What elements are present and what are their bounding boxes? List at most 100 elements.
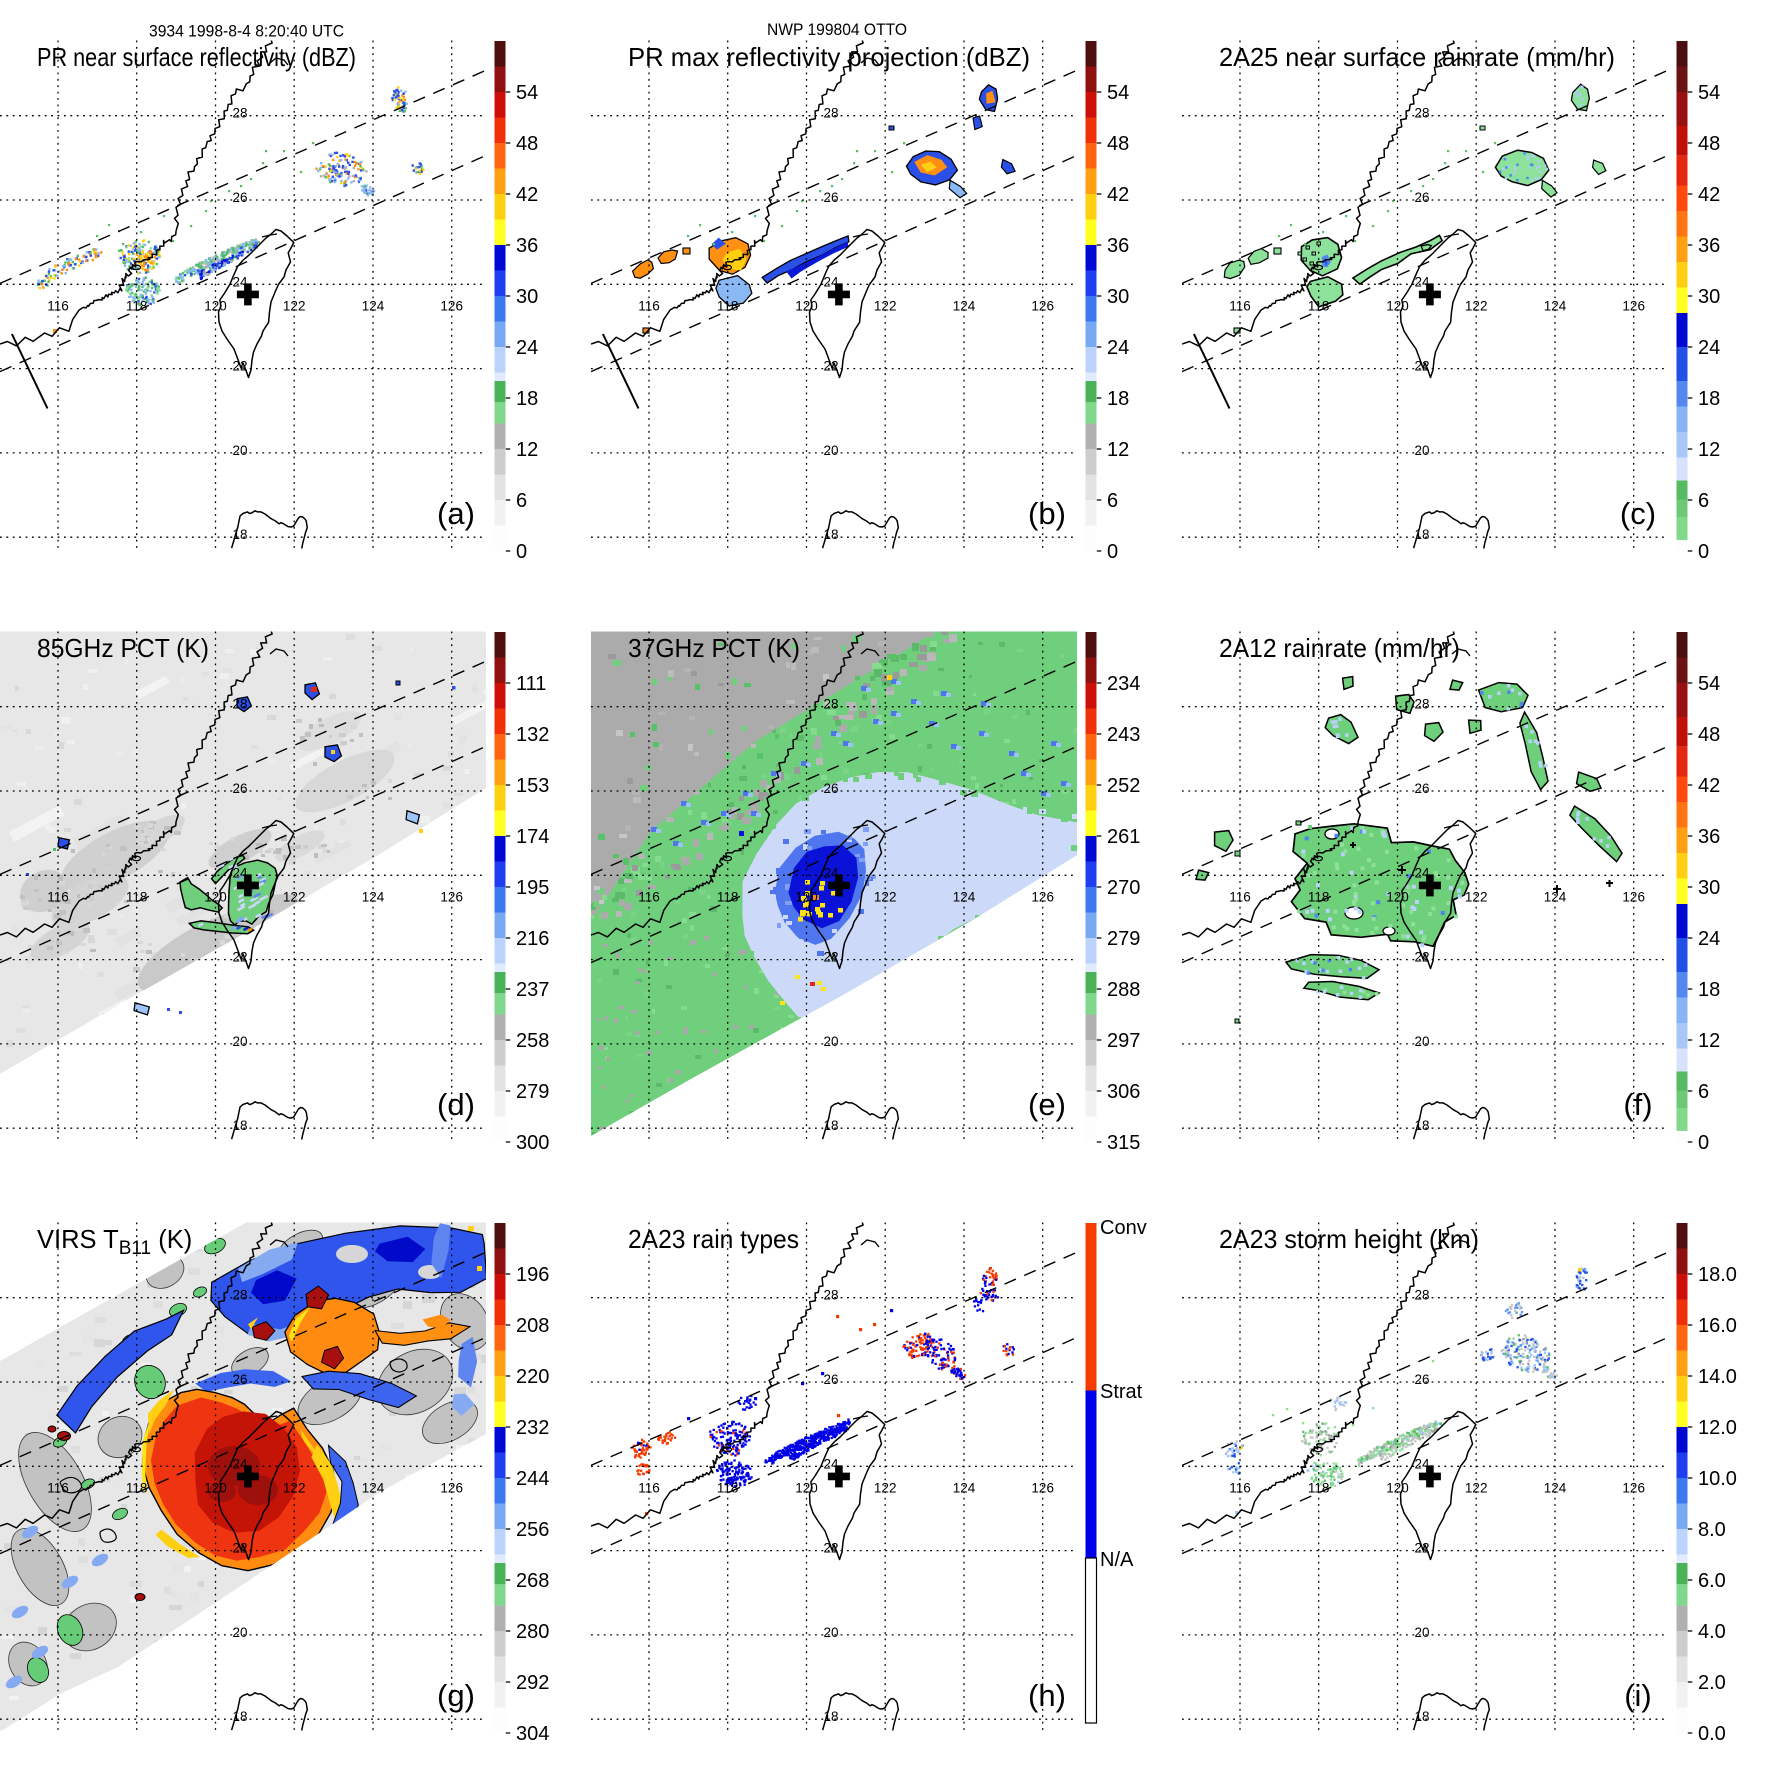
svg-text:(c): (c) bbox=[1620, 496, 1656, 531]
svg-text:(a): (a) bbox=[437, 496, 475, 531]
svg-text:12: 12 bbox=[1107, 439, 1129, 461]
svg-text:18.0: 18.0 bbox=[1698, 1264, 1737, 1286]
svg-text:243: 243 bbox=[1107, 724, 1140, 746]
svg-text:256: 256 bbox=[516, 1519, 549, 1541]
svg-text:Strat: Strat bbox=[1100, 1381, 1143, 1403]
svg-text:10.0: 10.0 bbox=[1698, 1468, 1737, 1490]
svg-text:18: 18 bbox=[1698, 979, 1720, 1001]
svg-text:36: 36 bbox=[516, 235, 538, 257]
svg-text:306: 306 bbox=[1107, 1081, 1140, 1103]
svg-text:6: 6 bbox=[1107, 490, 1118, 512]
svg-text:16.0: 16.0 bbox=[1698, 1315, 1737, 1337]
svg-text:30: 30 bbox=[1107, 286, 1129, 308]
svg-text:196: 196 bbox=[516, 1264, 549, 1286]
svg-text:174: 174 bbox=[516, 826, 549, 848]
svg-text:PR max reflectivity projection: PR max reflectivity projection (dBZ) bbox=[628, 42, 1030, 72]
svg-text:24: 24 bbox=[1698, 337, 1720, 359]
svg-text:195: 195 bbox=[516, 877, 549, 899]
svg-text:24: 24 bbox=[1698, 928, 1720, 950]
svg-text:292: 292 bbox=[516, 1672, 549, 1694]
svg-text:37GHz PCT (K): 37GHz PCT (K) bbox=[628, 633, 800, 663]
svg-text:111: 111 bbox=[516, 673, 546, 695]
svg-text:30: 30 bbox=[1698, 877, 1720, 899]
svg-text:234: 234 bbox=[1107, 673, 1140, 695]
svg-text:12: 12 bbox=[516, 439, 538, 461]
svg-text:3934 1998-8-4 8:20:40 UTC: 3934 1998-8-4 8:20:40 UTC bbox=[149, 23, 344, 41]
svg-text:36: 36 bbox=[1698, 235, 1720, 257]
svg-text:18: 18 bbox=[1107, 388, 1129, 410]
svg-text:2A23 storm height (km): 2A23 storm height (km) bbox=[1219, 1224, 1479, 1254]
svg-text:132: 132 bbox=[516, 724, 549, 746]
svg-text:6: 6 bbox=[1698, 1081, 1709, 1103]
svg-text:Conv: Conv bbox=[1100, 1217, 1147, 1239]
svg-text:220: 220 bbox=[516, 1366, 549, 1388]
svg-text:288: 288 bbox=[1107, 979, 1140, 1001]
svg-text:18: 18 bbox=[1698, 388, 1720, 410]
svg-text:36: 36 bbox=[1107, 235, 1129, 257]
svg-text:48: 48 bbox=[1698, 133, 1720, 155]
svg-text:42: 42 bbox=[1698, 184, 1720, 206]
svg-text:N/A: N/A bbox=[1100, 1549, 1134, 1571]
svg-text:6: 6 bbox=[516, 490, 527, 512]
svg-text:54: 54 bbox=[1698, 82, 1720, 104]
svg-text:54: 54 bbox=[516, 82, 538, 104]
svg-text:279: 279 bbox=[516, 1081, 549, 1103]
svg-text:0: 0 bbox=[1698, 541, 1709, 563]
svg-text:261: 261 bbox=[1107, 826, 1140, 848]
svg-text:85GHz PCT (K): 85GHz PCT (K) bbox=[37, 633, 209, 663]
svg-text:(f): (f) bbox=[1623, 1087, 1652, 1122]
svg-text:270: 270 bbox=[1107, 877, 1140, 899]
svg-text:300: 300 bbox=[516, 1132, 549, 1154]
svg-text:14.0: 14.0 bbox=[1698, 1366, 1737, 1388]
svg-text:0.0: 0.0 bbox=[1698, 1723, 1726, 1745]
svg-text:24: 24 bbox=[1107, 337, 1129, 359]
svg-text:232: 232 bbox=[516, 1417, 549, 1439]
svg-text:4.0: 4.0 bbox=[1698, 1621, 1726, 1643]
svg-text:315: 315 bbox=[1107, 1132, 1140, 1154]
svg-text:(g): (g) bbox=[437, 1678, 475, 1713]
svg-text:42: 42 bbox=[1698, 775, 1720, 797]
svg-text:304: 304 bbox=[516, 1723, 549, 1745]
svg-text:237: 237 bbox=[516, 979, 549, 1001]
svg-text:0: 0 bbox=[1698, 1132, 1709, 1154]
svg-text:0: 0 bbox=[1107, 541, 1118, 563]
svg-text:48: 48 bbox=[1698, 724, 1720, 746]
svg-text:8.0: 8.0 bbox=[1698, 1519, 1726, 1541]
svg-text:2A12 rainrate (mm/hr): 2A12 rainrate (mm/hr) bbox=[1219, 633, 1460, 663]
svg-text:12: 12 bbox=[1698, 1030, 1720, 1052]
svg-text:30: 30 bbox=[516, 286, 538, 308]
svg-text:2A25 near surface rainrate (mm: 2A25 near surface rainrate (mm/hr) bbox=[1219, 42, 1615, 72]
svg-text:(e): (e) bbox=[1028, 1087, 1066, 1122]
svg-text:54: 54 bbox=[1107, 82, 1129, 104]
svg-text:2A23 rain types: 2A23 rain types bbox=[628, 1224, 799, 1254]
svg-text:280: 280 bbox=[516, 1621, 549, 1643]
svg-text:6.0: 6.0 bbox=[1698, 1570, 1726, 1592]
svg-text:(i): (i) bbox=[1624, 1678, 1652, 1713]
svg-text:30: 30 bbox=[1698, 286, 1720, 308]
svg-text:2.0: 2.0 bbox=[1698, 1672, 1726, 1694]
svg-text:(h): (h) bbox=[1028, 1678, 1066, 1713]
svg-text:12.0: 12.0 bbox=[1698, 1417, 1737, 1439]
svg-text:297: 297 bbox=[1107, 1030, 1140, 1052]
svg-text:18: 18 bbox=[516, 388, 538, 410]
svg-text:268: 268 bbox=[516, 1570, 549, 1592]
svg-text:NWP 199804 OTTO: NWP 199804 OTTO bbox=[767, 21, 907, 39]
svg-text:208: 208 bbox=[516, 1315, 549, 1337]
svg-text:42: 42 bbox=[516, 184, 538, 206]
svg-text:0: 0 bbox=[516, 541, 527, 563]
svg-text:54: 54 bbox=[1698, 673, 1720, 695]
svg-text:48: 48 bbox=[516, 133, 538, 155]
svg-text:216: 216 bbox=[516, 928, 549, 950]
svg-text:VIRS TB11 (K): VIRS TB11 (K) bbox=[37, 1226, 192, 1259]
svg-text:(b): (b) bbox=[1028, 496, 1066, 531]
svg-text:12: 12 bbox=[1698, 439, 1720, 461]
svg-text:42: 42 bbox=[1107, 184, 1129, 206]
svg-text:(d): (d) bbox=[437, 1087, 475, 1122]
svg-text:48: 48 bbox=[1107, 133, 1129, 155]
svg-text:244: 244 bbox=[516, 1468, 549, 1490]
svg-text:PR near surface reflectivity (: PR near surface reflectivity (dBZ) bbox=[37, 42, 356, 72]
svg-text:153: 153 bbox=[516, 775, 549, 797]
svg-text:279: 279 bbox=[1107, 928, 1140, 950]
svg-text:252: 252 bbox=[1107, 775, 1140, 797]
svg-text:6: 6 bbox=[1698, 490, 1709, 512]
